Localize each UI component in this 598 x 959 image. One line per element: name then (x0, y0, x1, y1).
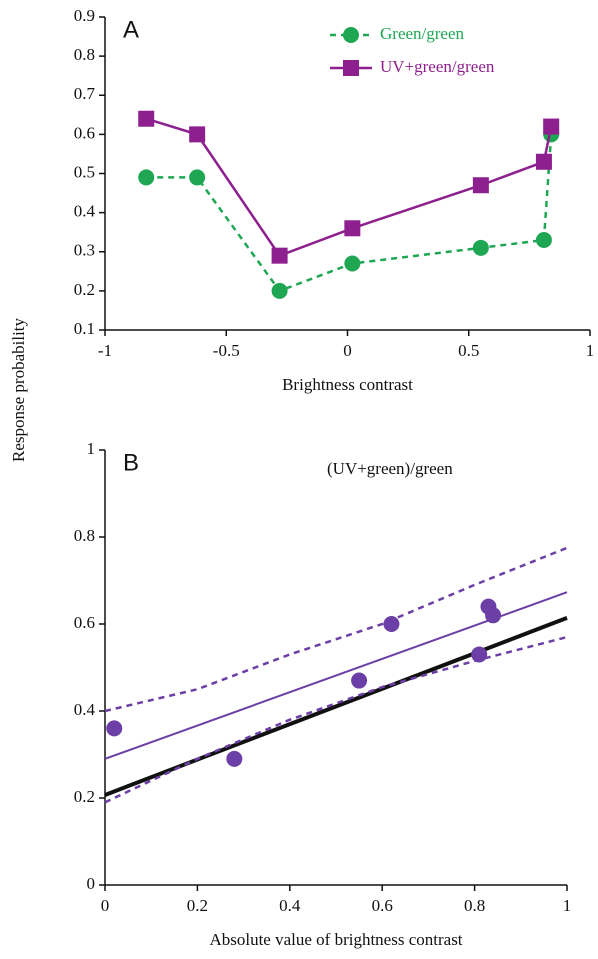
data-point (189, 169, 206, 186)
x-tick-label: -1 (98, 341, 112, 360)
x-tick-label: 0 (101, 896, 110, 915)
data-point (344, 255, 361, 272)
y-tick-label: 0.2 (74, 787, 95, 806)
y-tick-label: 0.6 (74, 123, 95, 142)
x-axis-label: Brightness contrast (282, 375, 413, 394)
legend-marker (343, 60, 359, 76)
y-tick-label: 0.8 (74, 526, 95, 545)
y-tick-label: 1 (87, 439, 96, 458)
y-tick-label: 0.1 (74, 319, 95, 338)
data-point (351, 672, 368, 689)
fit-line (104, 616, 568, 797)
y-axis-label: Response probability (9, 317, 28, 462)
data-point (472, 239, 489, 256)
y-tick-label: 0.8 (74, 45, 95, 64)
data-point (138, 110, 155, 127)
fit-line (104, 635, 568, 804)
data-point (189, 126, 206, 143)
y-tick-label: 0 (87, 874, 96, 893)
data-point (106, 720, 123, 737)
data-point (472, 177, 489, 194)
x-tick-label: 0.6 (372, 896, 393, 915)
legend-label: Green/green (380, 24, 465, 43)
x-tick-label: 0.4 (279, 896, 301, 915)
data-point (226, 750, 243, 767)
y-tick-label: 0.3 (74, 241, 95, 260)
x-tick-label: 0.5 (458, 341, 479, 360)
annotation: (UV+green)/green (327, 459, 453, 478)
panel-label: A (123, 16, 139, 43)
x-tick-label: -0.5 (213, 341, 240, 360)
x-tick-label: 1 (586, 341, 595, 360)
data-point (138, 169, 155, 186)
x-tick-label: 0.8 (464, 896, 485, 915)
y-tick-label: 0.6 (74, 613, 95, 632)
legend-label: UV+green/green (380, 57, 495, 76)
y-tick-label: 0.2 (74, 280, 95, 299)
data-point (543, 118, 560, 135)
fit-line (104, 546, 568, 713)
y-tick-label: 0.4 (74, 700, 96, 719)
x-tick-label: 0 (343, 341, 352, 360)
data-point (271, 282, 288, 299)
data-point (383, 616, 400, 632)
panel-label: B (123, 449, 139, 476)
data-point (344, 220, 361, 237)
y-tick-label: 0.5 (74, 162, 95, 181)
x-tick-label: 1 (563, 896, 572, 915)
legend-marker (343, 27, 359, 43)
y-tick-label: 0.4 (74, 202, 96, 221)
data-point (535, 232, 552, 249)
y-tick-label: 0.9 (74, 6, 95, 25)
y-tick-label: 0.7 (74, 84, 96, 103)
data-point (485, 607, 502, 624)
data-point (271, 247, 288, 264)
data-point (471, 646, 488, 663)
x-axis-label: Absolute value of brightness contrast (209, 930, 462, 949)
x-tick-label: 0.2 (187, 896, 208, 915)
data-point (535, 153, 552, 170)
